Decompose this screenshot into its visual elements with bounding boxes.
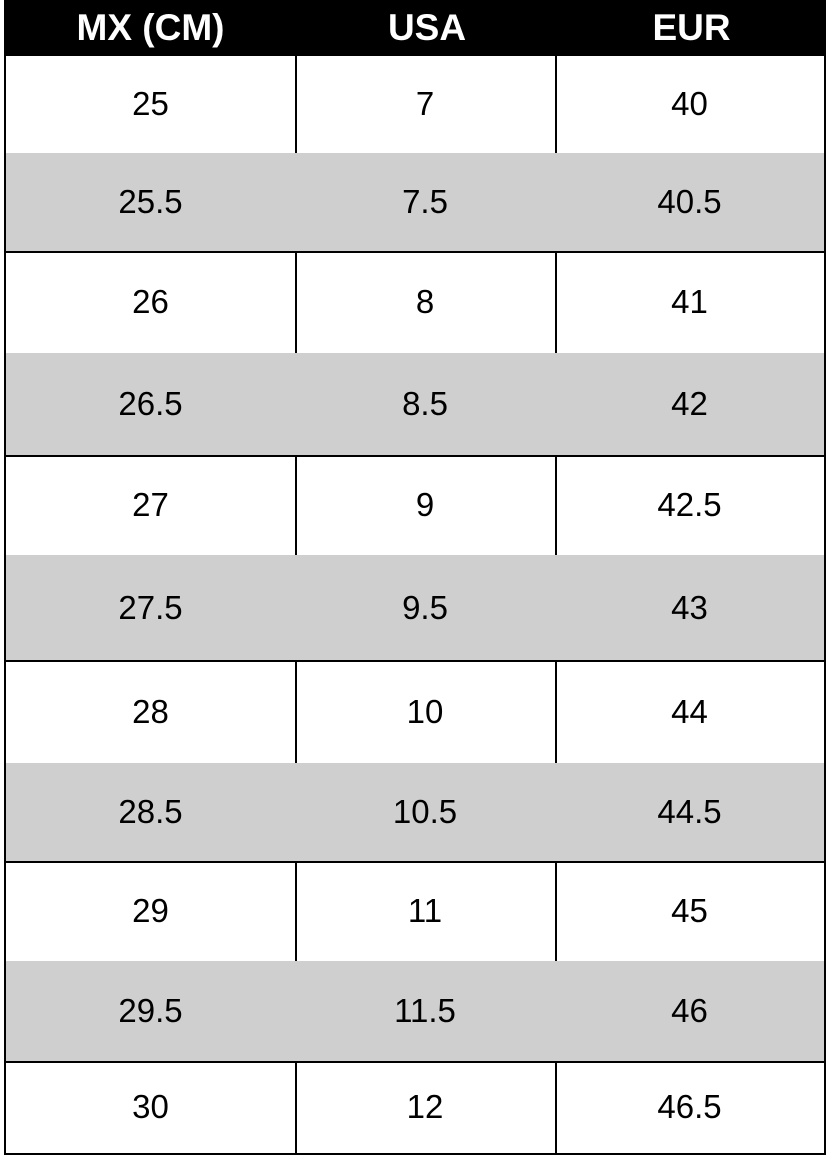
table-cell: 7.5 bbox=[295, 153, 557, 253]
table-cell: 45 bbox=[555, 861, 826, 963]
header-cell: MX (CM) bbox=[4, 0, 297, 56]
header-cell: USA bbox=[297, 0, 557, 56]
table-cell: 44.5 bbox=[555, 763, 826, 863]
table-cell: 29.5 bbox=[4, 961, 297, 1063]
table-cell: 42.5 bbox=[555, 455, 826, 557]
table-cell: 46.5 bbox=[555, 1061, 826, 1155]
table-cell: 25.5 bbox=[4, 153, 297, 253]
table-cell: 29 bbox=[4, 861, 297, 963]
table-cell: 26 bbox=[4, 251, 297, 355]
table-cell: 8.5 bbox=[295, 353, 557, 457]
table-cell: 40.5 bbox=[555, 153, 826, 253]
table-cell: 41 bbox=[555, 251, 826, 355]
table-cell: 25 bbox=[4, 55, 297, 155]
table-cell: 11.5 bbox=[295, 961, 557, 1063]
table-cell: 40 bbox=[555, 55, 826, 155]
table-cell: 9 bbox=[295, 455, 557, 557]
header-cell: EUR bbox=[557, 0, 826, 56]
table-cell: 9.5 bbox=[295, 555, 557, 662]
table-cell: 8 bbox=[295, 251, 557, 355]
table-cell: 7 bbox=[295, 55, 557, 155]
table-cell: 28 bbox=[4, 660, 297, 765]
table-cell: 10.5 bbox=[295, 763, 557, 863]
table-cell: 10 bbox=[295, 660, 557, 765]
table-cell: 44 bbox=[555, 660, 826, 765]
table-cell: 43 bbox=[555, 555, 826, 662]
table-cell: 30 bbox=[4, 1061, 297, 1155]
table-cell: 27.5 bbox=[4, 555, 297, 662]
table-cell: 11 bbox=[295, 861, 557, 963]
table-cell: 46 bbox=[555, 961, 826, 1063]
table-cell: 27 bbox=[4, 455, 297, 557]
table-cell: 28.5 bbox=[4, 763, 297, 863]
table-cell: 12 bbox=[295, 1061, 557, 1155]
table-cell: 26.5 bbox=[4, 353, 297, 457]
table-cell: 42 bbox=[555, 353, 826, 457]
